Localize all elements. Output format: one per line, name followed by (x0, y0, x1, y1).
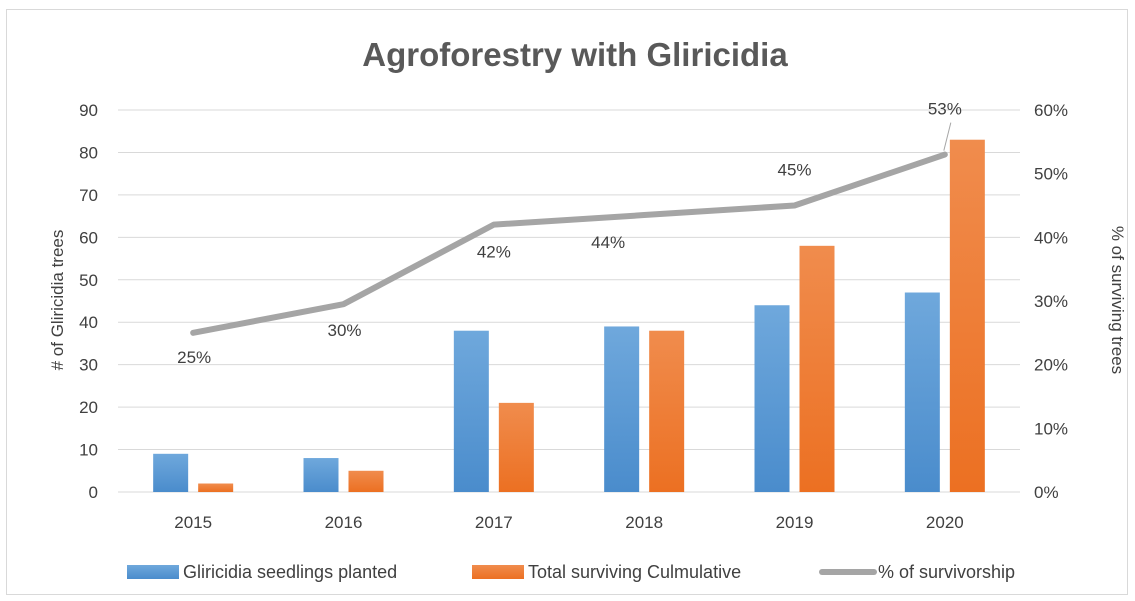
y2-tick-label: 10% (1034, 419, 1068, 438)
x-tick-label: 2015 (174, 513, 212, 532)
x-tick-label: 2020 (926, 513, 964, 532)
y-tick-label: 80 (79, 143, 98, 162)
y-tick-label: 60 (79, 228, 98, 247)
data-label: 42% (477, 243, 511, 262)
legend-swatch (472, 565, 524, 579)
bars (153, 139, 985, 492)
data-label: 44% (591, 233, 625, 252)
y-axis-title: # of Gliricidia trees (48, 230, 67, 371)
data-label: 25% (177, 348, 211, 367)
y-axis-ticks: 0 10 20 30 40 50 60 70 80 90 (79, 101, 98, 502)
y-tick-label: 0 (89, 483, 98, 502)
bar-total-surviving (348, 470, 384, 492)
data-label: 45% (777, 161, 811, 180)
leader-line (943, 122, 952, 151)
bar-total-surviving (799, 245, 835, 492)
data-label: 53% (928, 100, 962, 119)
y2-tick-label: 30% (1034, 292, 1068, 311)
bar-total-surviving (198, 483, 234, 492)
chart-frame (6, 9, 1128, 595)
y-tick-label: 70 (79, 186, 98, 205)
x-tick-label: 2016 (325, 513, 363, 532)
y2-axis-ticks: 0% 10% 20% 30% 40% 50% 60% (1034, 101, 1068, 502)
bar-seedlings-planted (904, 292, 940, 492)
survivorship-line-path (190, 151, 948, 336)
legend-swatch (127, 565, 179, 579)
legend: Gliricidia seedlings planted Total surviv… (127, 562, 1015, 582)
bar-seedlings-planted (754, 305, 790, 492)
bar-total-surviving (649, 330, 685, 492)
legend-label: % of survivorship (878, 562, 1015, 582)
bar-seedlings-planted (453, 330, 489, 492)
bar-total-surviving (498, 402, 534, 492)
bar-total-surviving (949, 139, 985, 492)
data-label: 30% (327, 321, 361, 340)
y2-tick-label: 50% (1034, 165, 1068, 184)
y2-tick-label: 0% (1034, 483, 1059, 502)
y-tick-label: 40 (79, 313, 98, 332)
y2-tick-label: 40% (1034, 228, 1068, 247)
bar-seedlings-planted (153, 453, 189, 492)
y-tick-label: 30 (79, 356, 98, 375)
y-tick-label: 50 (79, 271, 98, 290)
bar-seedlings-planted (604, 326, 640, 492)
x-tick-label: 2019 (776, 513, 814, 532)
y-tick-label: 20 (79, 398, 98, 417)
bar-seedlings-planted (303, 458, 339, 492)
y-tick-label: 90 (79, 101, 98, 120)
y2-tick-label: 20% (1034, 356, 1068, 375)
survivorship-line (190, 151, 948, 336)
legend-label: Total surviving Culmulative (528, 562, 741, 582)
y-tick-label: 10 (79, 441, 98, 460)
y2-tick-label: 60% (1034, 101, 1068, 120)
x-tick-label: 2018 (625, 513, 663, 532)
x-axis-ticks: 2015 2016 2017 2018 2019 2020 (174, 513, 963, 532)
gridlines (118, 109, 1020, 493)
data-labels: 25% 30% 42% 44% 45% 53% (177, 100, 962, 367)
chart-title: Agroforestry with Gliricidia (362, 36, 788, 73)
x-tick-label: 2017 (475, 513, 513, 532)
legend-label: Gliricidia seedlings planted (183, 562, 397, 582)
y2-axis-title: % of surviving trees (1108, 226, 1127, 374)
